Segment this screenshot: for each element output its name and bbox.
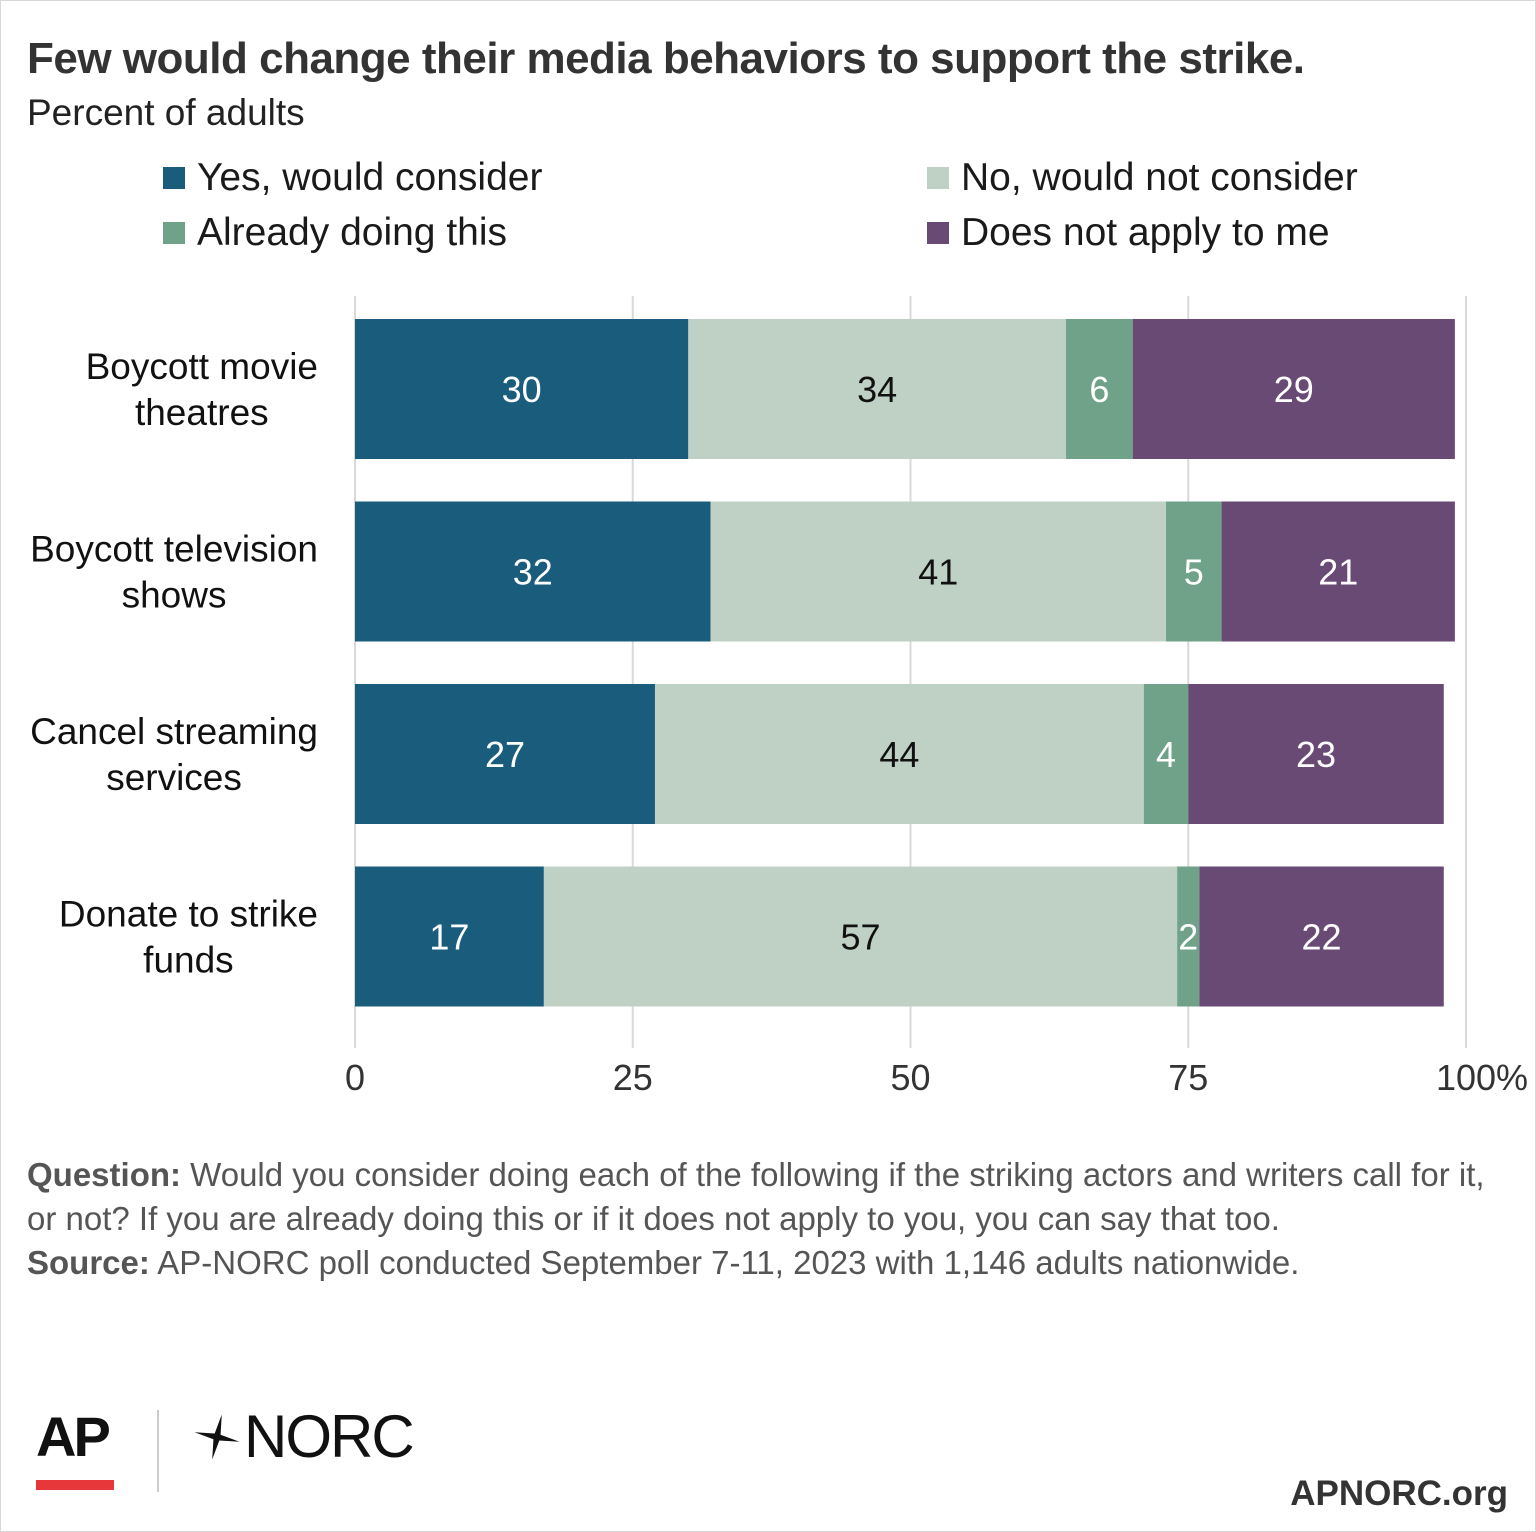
data-label-boycott-movie-theatres-yes-would-consider: 30: [502, 369, 542, 410]
legend-item-already: Already doing this: [163, 211, 507, 255]
category-label-boycott-television-shows: Boycott television shows: [30, 529, 318, 616]
legend-label-already: Already doing this: [197, 211, 508, 254]
logo-divider: [157, 1410, 159, 1492]
bar-boycott-television-shows-no-would-not-consider: [710, 501, 1167, 642]
bar-cancel-streaming-services-yes-would-consider: [355, 684, 655, 824]
x-tick-label-50: 50: [890, 1057, 930, 1098]
bar-cancel-streaming-services-no-would-not-consider: [654, 684, 1144, 824]
legend-label-yes: Yes, would consider: [197, 156, 543, 199]
x-tick-label-75: 75: [1168, 1057, 1208, 1098]
norc-logo-text: NORC: [244, 1403, 415, 1470]
data-label-boycott-television-shows-yes-would-consider: 32: [513, 552, 553, 593]
bar-boycott-television-shows-already-doing-this: [1166, 501, 1222, 642]
ap-logo-underline: [36, 1480, 114, 1490]
legend-item-no: No, would not consider: [927, 156, 1358, 200]
site-url: APNORC.org: [1290, 1474, 1508, 1513]
legend-swatch-no: [927, 167, 949, 189]
legend-item-not-apply: Does not apply to me: [927, 211, 1330, 255]
source-note: Source: AP-NORC poll conducted September…: [27, 1241, 1517, 1285]
question-note: Question: Would you consider doing each …: [27, 1153, 1517, 1241]
chart-title: Few would change their media behaviors t…: [27, 34, 1305, 83]
bar-cancel-streaming-services-does-not-apply-to-me: [1188, 684, 1444, 824]
data-label-boycott-movie-theatres-no-would-not-consider: 34: [857, 369, 897, 410]
legend-swatch-not-apply: [927, 222, 949, 244]
data-label-cancel-streaming-services-already-doing-this: 4: [1156, 734, 1176, 775]
data-label-boycott-television-shows-does-not-apply-to-me: 21: [1318, 552, 1358, 593]
x-tick-label-0: 0: [345, 1057, 365, 1098]
bar-donate-to-strike-funds-no-would-not-consider: [543, 866, 1178, 1007]
data-label-donate-to-strike-funds-yes-would-consider: 17: [429, 917, 469, 958]
ap-logo: AP: [36, 1405, 111, 1468]
bar-boycott-television-shows-yes-would-consider: [355, 501, 711, 642]
data-label-donate-to-strike-funds-no-would-not-consider: 57: [840, 917, 880, 958]
x-tick-label-100: 100%: [1436, 1057, 1528, 1098]
bar-donate-to-strike-funds-does-not-apply-to-me: [1199, 866, 1444, 1007]
data-label-cancel-streaming-services-yes-would-consider: 27: [485, 734, 525, 775]
bar-donate-to-strike-funds-already-doing-this: [1177, 866, 1200, 1007]
legend-label-no: No, would not consider: [961, 156, 1358, 199]
data-label-boycott-television-shows-already-doing-this: 5: [1184, 552, 1204, 593]
source-label: Source:: [27, 1244, 150, 1281]
bar-cancel-streaming-services-already-doing-this: [1143, 684, 1189, 824]
data-label-donate-to-strike-funds-does-not-apply-to-me: 22: [1302, 917, 1342, 958]
chart-subtitle: Percent of adults: [27, 92, 305, 133]
bar-boycott-movie-theatres-no-would-not-consider: [688, 319, 1067, 459]
legend-item-yes: Yes, would consider: [163, 156, 542, 200]
stacked-bar-chart: 30 34 6 29 Boycott movie theatres 32 41 5 21 Boyco…: [30, 296, 1528, 1098]
bar-boycott-television-shows-does-not-apply-to-me: [1221, 501, 1455, 642]
chart-notes: Question: Would you consider doing each …: [27, 1153, 1517, 1285]
data-label-boycott-movie-theatres-does-not-apply-to-me: 29: [1274, 369, 1314, 410]
norc-star-icon: [194, 1414, 240, 1459]
legend-swatch-already: [163, 222, 185, 244]
data-label-boycott-television-shows-no-would-not-consider: 41: [918, 552, 958, 593]
data-label-cancel-streaming-services-no-would-not-consider: 44: [879, 734, 919, 775]
bar-boycott-movie-theatres-does-not-apply-to-me: [1132, 319, 1455, 459]
bar-donate-to-strike-funds-yes-would-consider: [355, 866, 544, 1007]
category-label-donate-to-strike-funds: Donate to strike funds: [59, 894, 318, 981]
norc-logo: NORC: [192, 1402, 415, 1471]
data-label-donate-to-strike-funds-already-doing-this: 2: [1178, 917, 1198, 958]
bar-boycott-movie-theatres-already-doing-this: [1066, 319, 1133, 459]
x-tick-label-25: 25: [613, 1057, 653, 1098]
category-label-boycott-movie-theatres: Boycott movie theatres: [86, 346, 318, 433]
source-text: AP-NORC poll conducted September 7-11, 2…: [149, 1244, 1300, 1281]
data-label-cancel-streaming-services-does-not-apply-to-me: 23: [1296, 734, 1336, 775]
legend-swatch-yes: [163, 167, 185, 189]
category-label-cancel-streaming-services: Cancel streaming services: [30, 711, 318, 798]
legend-label-not-apply: Does not apply to me: [961, 211, 1330, 254]
bar-boycott-movie-theatres-yes-would-consider: [355, 319, 689, 459]
question-label: Question:: [27, 1156, 181, 1193]
data-label-boycott-movie-theatres-already-doing-this: 6: [1089, 369, 1109, 410]
question-text: Would you consider doing each of the fol…: [27, 1156, 1485, 1237]
